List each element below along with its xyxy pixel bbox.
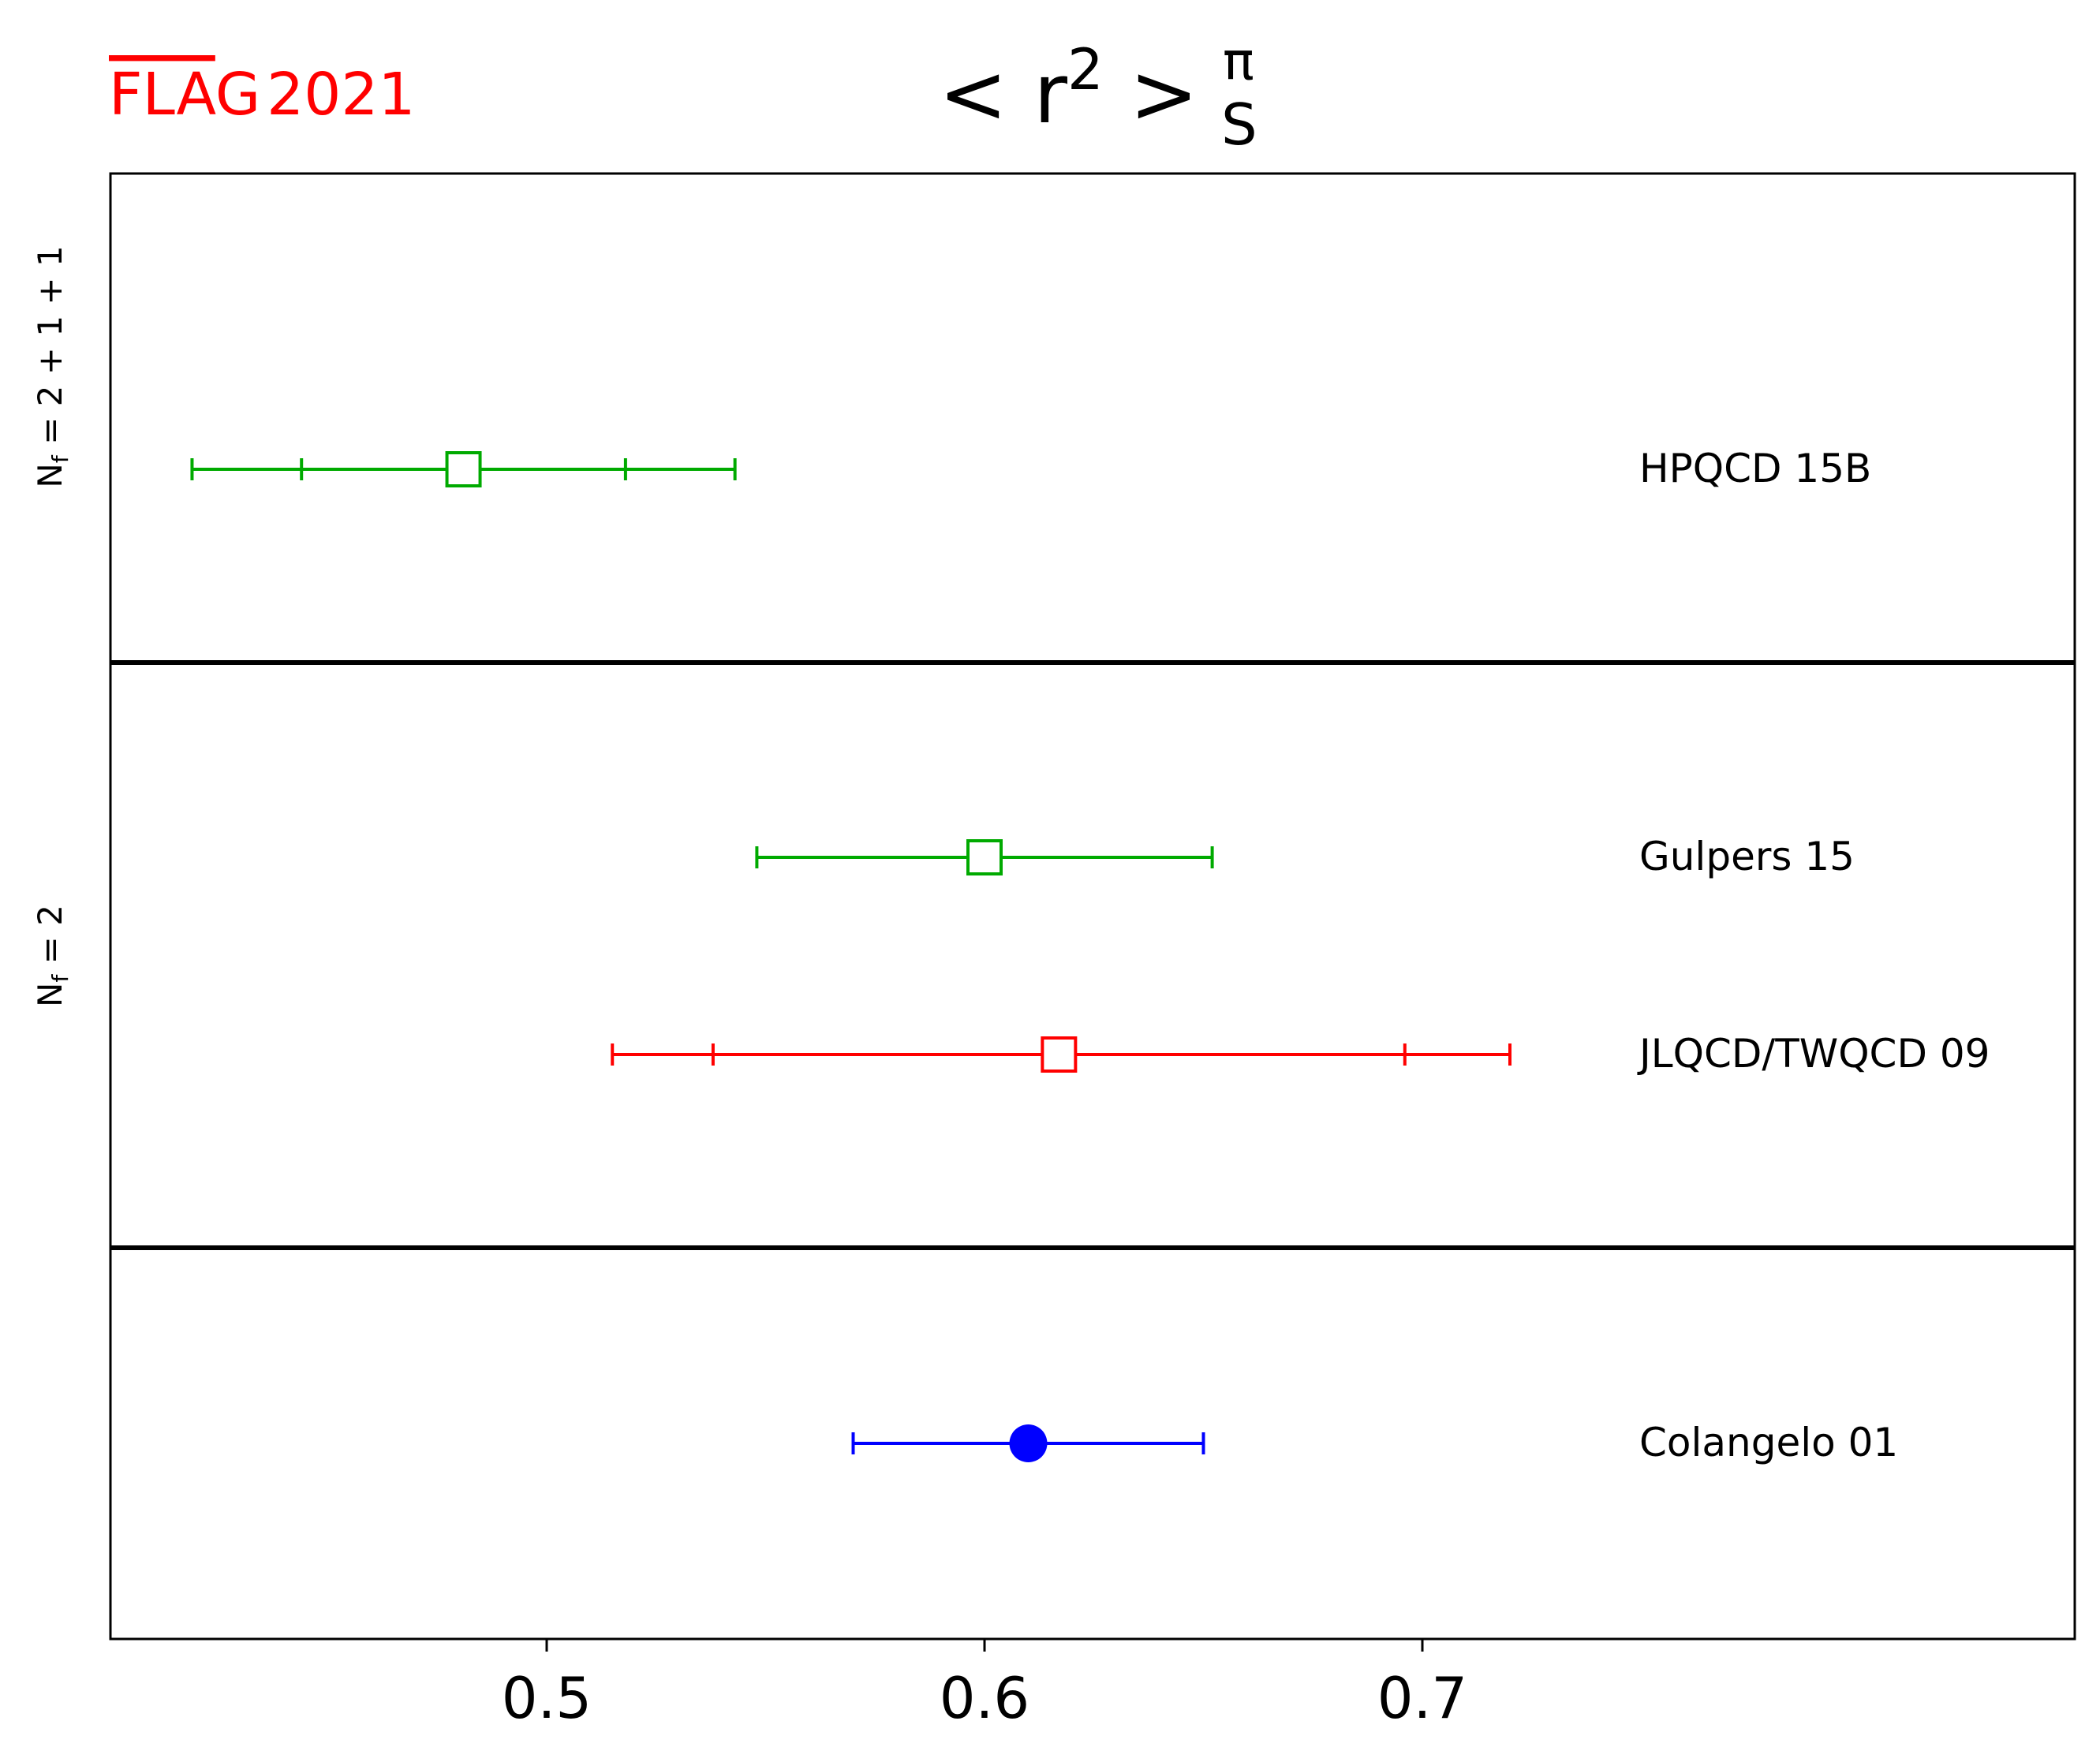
marker-square <box>966 839 1003 875</box>
marker-circle <box>1009 1424 1048 1462</box>
x-tick-label: 0.6 <box>940 1665 1030 1731</box>
x-tick-label: 0.5 <box>502 1665 592 1731</box>
plot-frame <box>109 172 2076 1641</box>
data-point-group: Colangelo 01 <box>851 1420 1898 1465</box>
flag-logo-overline: FLA <box>109 61 216 129</box>
data-point-group: Gulpers 15 <box>755 834 1855 879</box>
svg-text:< r2 >: < r2 > <box>939 36 1198 142</box>
data-point-group: HPQCD 15B <box>190 446 1871 491</box>
x-tick-label: 0.7 <box>1377 1665 1468 1731</box>
point-label: Colangelo 01 <box>1639 1420 1898 1465</box>
marker-square <box>445 451 482 487</box>
chart-title: < r2 > π S <box>939 31 1257 158</box>
marker-square <box>1041 1036 1078 1073</box>
chart-title-sub-bottom: S <box>1221 91 1257 158</box>
chart-title-main: < r <box>939 46 1067 142</box>
point-label: JLQCD/TWQCD 09 <box>1637 1031 1990 1077</box>
data-point-group: JLQCD/TWQCD 09 <box>611 1031 1990 1077</box>
chart-title-sup: 2 <box>1067 36 1104 103</box>
point-label: Gulpers 15 <box>1639 834 1855 879</box>
data-points: HPQCD 15B Gulpers 15 JLQCD/TWQCD 09 Colange… <box>190 446 1990 1465</box>
chart-title-close: > <box>1104 46 1198 142</box>
point-label: HPQCD 15B <box>1639 446 1871 491</box>
x-axis: 0.5 0.6 0.7 <box>502 1639 1468 1731</box>
flag-logo-letter: G <box>215 61 260 129</box>
group-label-nf2: Nf = 2 <box>31 905 73 1007</box>
flag-logo: FLAG 2021 <box>109 61 415 129</box>
flag-logo-year: 2021 <box>267 61 415 129</box>
chart-title-sub-top: π <box>1223 31 1254 91</box>
group-label-nf4: Nf = 2 + 1 + 1 <box>31 245 73 487</box>
